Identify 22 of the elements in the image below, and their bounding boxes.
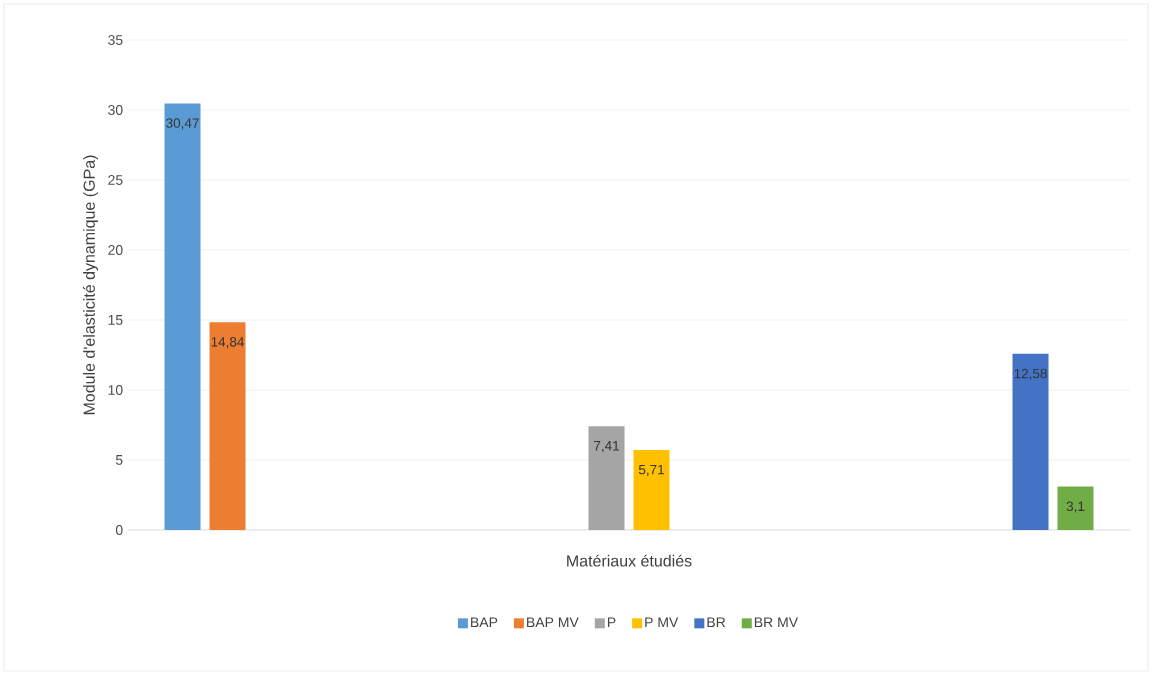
data-label: 3,1 (1066, 501, 1085, 513)
legend-label: BAP MV (527, 617, 579, 628)
legend-label: P MV (645, 617, 679, 628)
x-axis-title: Matériaux étudiés (567, 554, 692, 567)
y-tick-label: 30 (108, 105, 123, 115)
data-label: 14,84 (211, 337, 244, 349)
legend-label: BAP (471, 617, 498, 628)
y-tick-label: 25 (108, 175, 123, 185)
data-label: 7,41 (594, 441, 619, 453)
data-label: 30,47 (166, 118, 199, 130)
y-tick-label: 20 (108, 245, 123, 255)
legend-label: P (607, 617, 616, 628)
y-tick-label: 35 (108, 35, 123, 45)
y-tick-label: 10 (108, 385, 123, 395)
y-tick-label: 0 (115, 525, 123, 535)
y-axis-title: Module d'elasticité dynamique (GPa) (82, 155, 99, 415)
legend-label: BR MV (754, 617, 799, 628)
y-tick-label: 5 (115, 455, 123, 465)
y-tick-label: 15 (108, 315, 123, 325)
data-label: 5,71 (638, 464, 664, 476)
data-label: 12,58 (1014, 368, 1047, 380)
legend-label: BR (707, 617, 726, 628)
